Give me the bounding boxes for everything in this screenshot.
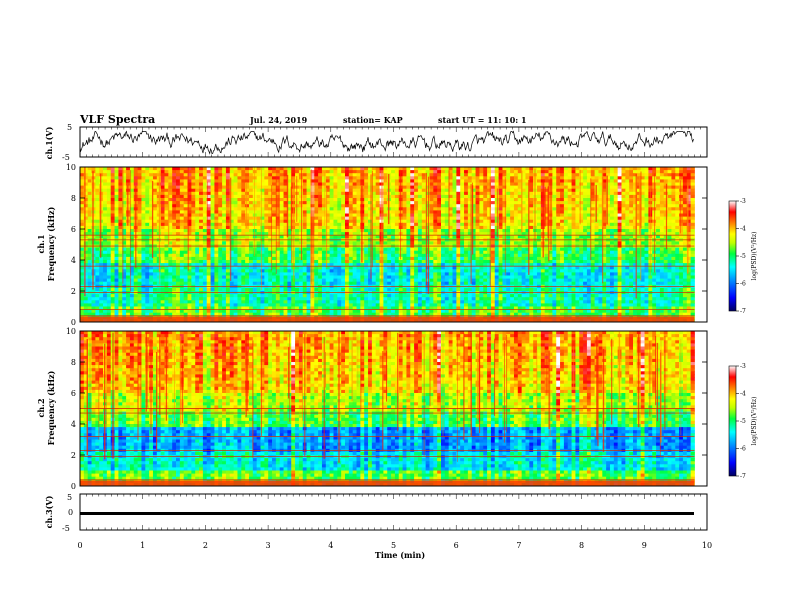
colorbar-tick-label: -6: [740, 446, 746, 453]
colorbar-tick-label: -5: [740, 253, 746, 260]
ch1-waveform-ylabel: ch.1(V): [44, 126, 54, 159]
frequency-tick-label: 0: [71, 318, 76, 327]
time-tick-label: 2: [203, 541, 208, 550]
ch2-spectrogram-image: [80, 331, 707, 486]
ch3-ytick-top: 5: [67, 493, 72, 502]
frequency-tick-label: 10: [66, 163, 76, 172]
frequency-tick-label: 0: [71, 482, 76, 491]
ch1-ylabel-line2: Frequency (kHz): [46, 206, 56, 281]
time-tick-label: 8: [579, 541, 584, 550]
colorbar-tick-label: -4: [740, 226, 746, 233]
frequency-tick-label: 8: [71, 194, 76, 203]
ch3-waveform-ylabel: ch.3(V): [44, 495, 54, 528]
ch1-spectrogram-ylabel: ch.1 Frequency (kHz): [36, 206, 56, 281]
ch1-ytick-bottom: -5: [62, 153, 70, 162]
ch2-ylabel-line2: Frequency (kHz): [46, 370, 56, 445]
colorbar-tick-label: -7: [740, 308, 746, 315]
ch2-spectrogram-frame: [79, 330, 708, 487]
ch1-colorbar: [728, 200, 737, 312]
frequency-tick-label: 6: [71, 225, 76, 234]
ch3-ytick-zero: 0: [68, 508, 73, 517]
time-tick-label: 7: [516, 541, 521, 550]
figure-title: VLF Spectra: [79, 113, 155, 126]
frequency-tick-label: 2: [71, 451, 76, 460]
date-label: Jul. 24, 2019: [249, 115, 308, 125]
ch2-colorbar: [728, 365, 737, 477]
frequency-tick-label: 2: [71, 287, 76, 296]
ch1-colorbar-label: log(PSD)(V²/Hz): [751, 232, 758, 281]
time-tick-label: 10: [702, 541, 712, 550]
ch3-ytick-bottom: -5: [62, 524, 70, 533]
time-tick-label: 5: [391, 541, 396, 550]
colorbar-tick-label: -4: [740, 391, 746, 398]
time-tick-label: 0: [77, 541, 82, 550]
colorbar-tick-label: -7: [740, 473, 746, 480]
ch2-ylabel-line1: ch.2: [36, 398, 46, 417]
colorbar-tick-label: -6: [740, 281, 746, 288]
frequency-tick-label: 10: [66, 327, 76, 336]
ch1-ylabel-line1: ch.1: [36, 234, 46, 253]
frequency-tick-label: 8: [71, 358, 76, 367]
frequency-tick-label: 4: [71, 420, 76, 429]
time-axis: 0 1 2 3 4 5 6 7 8 9 10: [77, 541, 712, 550]
time-tick-label: 3: [266, 541, 271, 550]
colorbar-tick-label: -3: [740, 363, 746, 370]
time-tick-label: 4: [328, 541, 333, 550]
ch1-spectrogram-frame: [79, 166, 708, 323]
ch3-waveform-panel: 0 5 -5 ch.3(V): [44, 493, 708, 533]
time-tick-label: 9: [642, 541, 647, 550]
time-tick-label: 6: [454, 541, 459, 550]
ch1-ytick-top: 5: [67, 123, 72, 132]
frequency-tick-label: 4: [71, 256, 76, 265]
ch2-colorbar-label: log(PSD)(V²/Hz): [751, 397, 758, 446]
colorbar-tick-label: -5: [740, 418, 746, 425]
start-ut-label: start UT = 11: 10: 1: [438, 115, 527, 125]
ch2-spectrogram-ylabel: ch.2 Frequency (kHz): [36, 370, 56, 445]
ch1-spectrogram-image: [80, 167, 707, 322]
ch1-waveform-panel: 5 -5 ch.1(V): [44, 123, 708, 162]
ch1-waveform-line: [80, 130, 694, 155]
station-label: station= KAP: [343, 115, 403, 125]
time-tick-label: 1: [140, 541, 145, 550]
frequency-tick-label: 6: [71, 389, 76, 398]
ch3-waveform-line: [80, 512, 694, 515]
time-axis-label: Time (min): [375, 550, 425, 560]
colorbar-tick-label: -3: [740, 198, 746, 205]
